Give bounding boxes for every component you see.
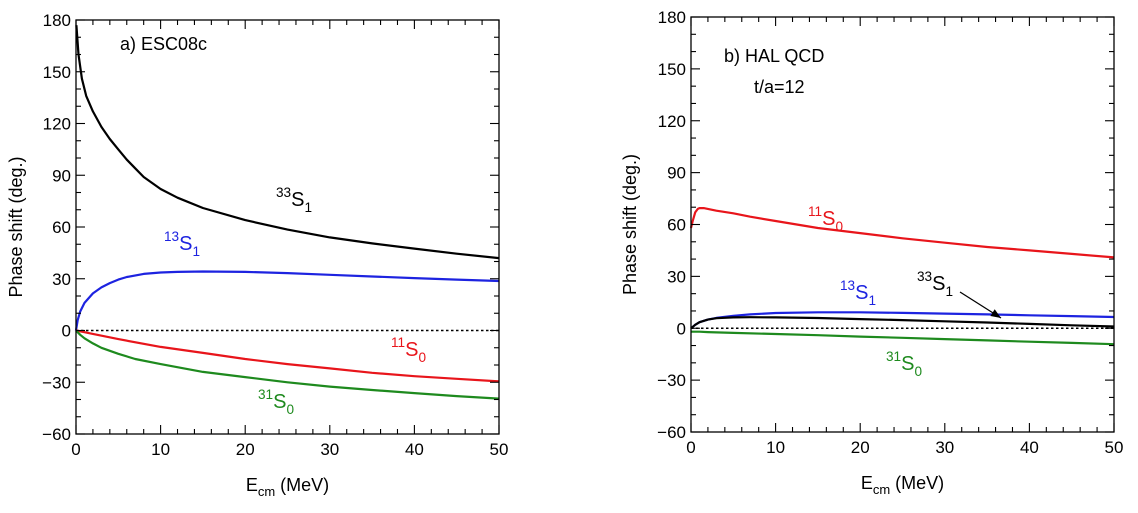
y-tick-label: 120 — [658, 112, 686, 131]
y-tick-label: 60 — [667, 216, 686, 235]
series-line-11S0 — [75, 329, 500, 383]
series-label-11S0: 11S0 — [391, 335, 426, 365]
series-label-11S0: 11S0 — [808, 204, 843, 234]
plot-frame — [75, 19, 500, 435]
y-tick-label: 30 — [52, 270, 71, 289]
x-tick-label: 0 — [686, 438, 695, 457]
series-label-33S1: 33S1 — [917, 269, 953, 299]
series-line-31S0 — [691, 330, 1115, 346]
panel-a-esc08c: 0 10 20 30 40 50 −60 −30 0 30 60 90 120 150 180 Ecm (Me… — [6, 11, 508, 499]
y-tick-label: 120 — [43, 115, 71, 134]
y-axis-label: Phase shift (deg.) — [6, 156, 26, 297]
y-tick-label: −60 — [42, 425, 71, 444]
y-tick-label: 30 — [667, 267, 686, 286]
series-label-13S1: 13S1 — [840, 278, 876, 308]
series-line-33S1 — [75, 25, 500, 260]
x-tick-label: 10 — [151, 440, 170, 459]
series-line-33S1 — [690, 316, 1115, 330]
series-label-31S0: 31S0 — [258, 387, 294, 417]
x-tick-label: 50 — [490, 440, 509, 459]
y-tick-label: 60 — [52, 218, 71, 237]
series-label-33S1: 33S1 — [276, 185, 312, 215]
x-tick-label: 10 — [766, 438, 785, 457]
y-tick-label: −30 — [657, 371, 686, 390]
y-tick-label: −30 — [42, 373, 71, 392]
y-axis-label: Phase shift (deg.) — [620, 154, 640, 295]
x-tick-label: 20 — [236, 440, 255, 459]
panel-b-hal-qcd: 0 10 20 30 40 50 −60 −30 0 30 60 90 120 150 180 Ecm (Me… — [620, 8, 1123, 497]
series-label-13S1: 13S1 — [164, 229, 200, 259]
series-line-11S0 — [689, 207, 1115, 259]
y-tick-label: 180 — [43, 11, 71, 30]
x-axis-label: Ecm (MeV) — [861, 473, 944, 497]
x-tick-label: 40 — [1020, 438, 1039, 457]
y-tick-label: 90 — [52, 166, 71, 185]
series-label-31S0: 31S0 — [886, 349, 922, 379]
panel-label: a) ESC08c — [120, 34, 207, 54]
y-tick-label: 180 — [658, 8, 686, 27]
x-tick-label: 40 — [405, 440, 424, 459]
panel-label: b) HAL QCD — [724, 46, 824, 66]
x-tick-label: 0 — [71, 440, 80, 459]
y-tick-label: 90 — [667, 164, 686, 183]
x-tick-label: 20 — [851, 438, 870, 457]
x-axis-label: Ecm (MeV) — [246, 475, 329, 499]
y-tick-label: −60 — [657, 423, 686, 442]
x-tick-label: 30 — [320, 440, 339, 459]
x-tick-label: 50 — [1105, 438, 1124, 457]
panel-note: t/a=12 — [754, 77, 805, 97]
y-tick-label: 0 — [62, 322, 71, 341]
y-tick-label: 150 — [43, 63, 71, 82]
annotation-arrow-head — [990, 309, 1001, 318]
y-tick-label: 0 — [677, 319, 686, 338]
series-line-31S0 — [75, 329, 500, 400]
x-tick-label: 30 — [935, 438, 954, 457]
series-line-13S1 — [74, 270, 500, 331]
y-tick-label: 150 — [658, 60, 686, 79]
